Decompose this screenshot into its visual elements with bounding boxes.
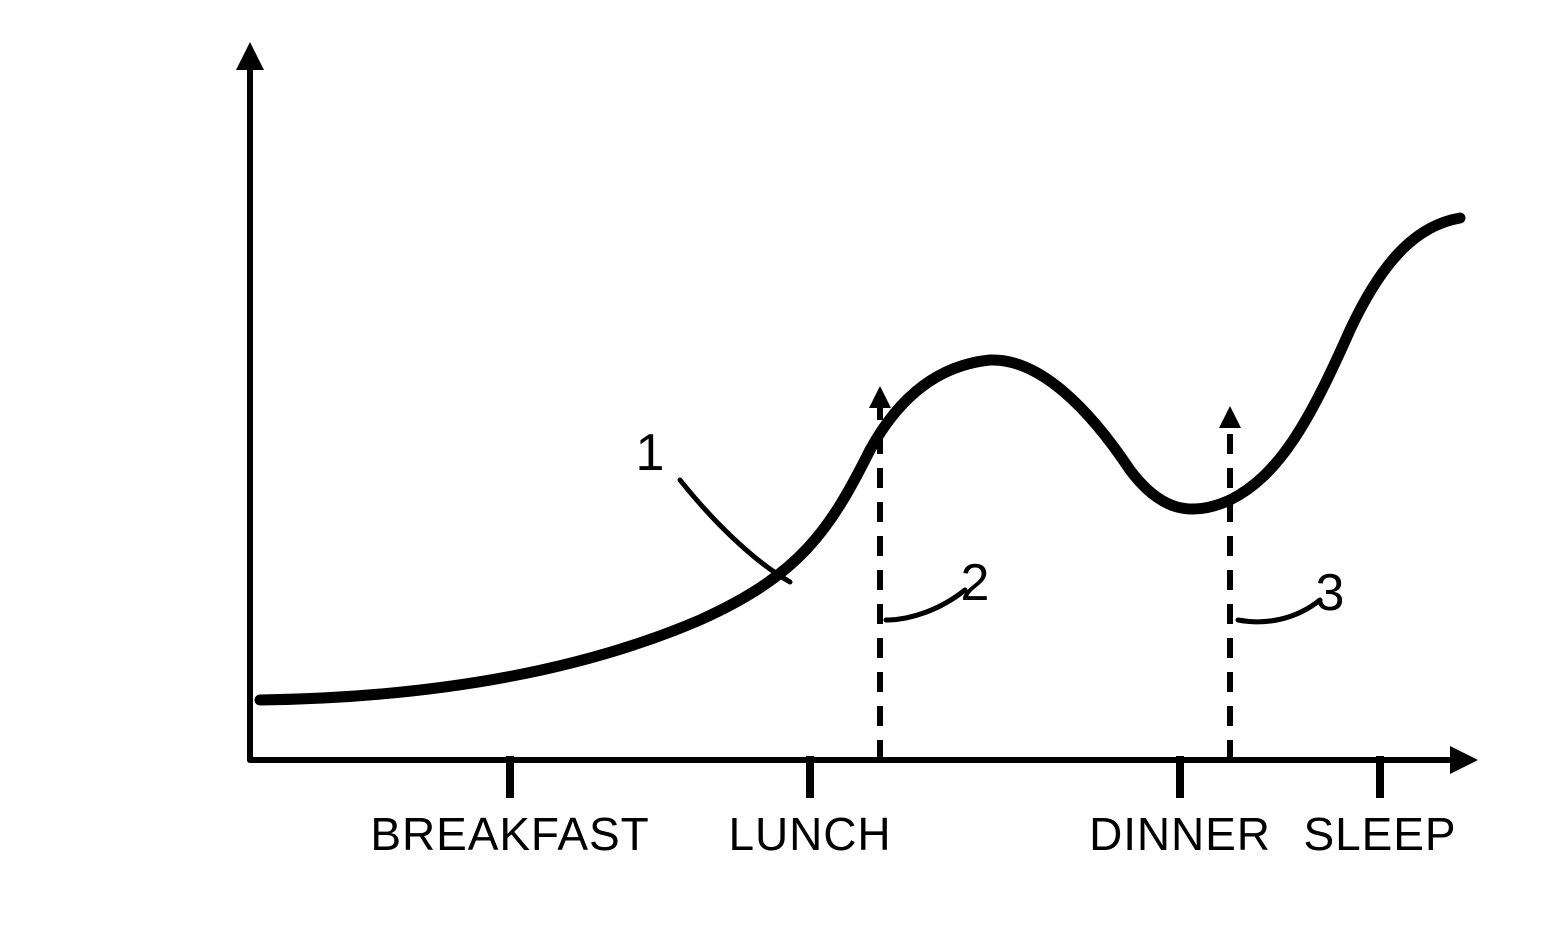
- data-curve: [260, 218, 1460, 700]
- indicator-arrows: [869, 386, 1241, 760]
- axes: [236, 42, 1478, 774]
- x-tick-label: LUNCH: [728, 808, 891, 860]
- callouts: 1 2 3: [636, 424, 1345, 622]
- indicator-arrowhead-icon: [1219, 406, 1241, 428]
- callout-label: 1: [636, 424, 665, 482]
- callout-label: 2: [961, 554, 990, 612]
- x-ticks: BREAKFAST LUNCH DINNER SLEEP: [370, 756, 1456, 860]
- callout-label: 3: [1316, 564, 1345, 622]
- x-axis-arrowhead-icon: [1450, 746, 1478, 774]
- callout-leader: [886, 590, 965, 620]
- x-tick-label: SLEEP: [1304, 808, 1457, 860]
- chart-svg: BREAKFAST LUNCH DINNER SLEEP 1 2 3: [0, 0, 1543, 926]
- indicator-arrowhead-icon: [869, 386, 891, 408]
- y-axis-arrowhead-icon: [236, 42, 264, 70]
- callout-leader: [680, 480, 790, 582]
- callout-leader: [1238, 600, 1320, 622]
- x-tick-label: DINNER: [1089, 808, 1271, 860]
- x-tick-label: BREAKFAST: [370, 808, 649, 860]
